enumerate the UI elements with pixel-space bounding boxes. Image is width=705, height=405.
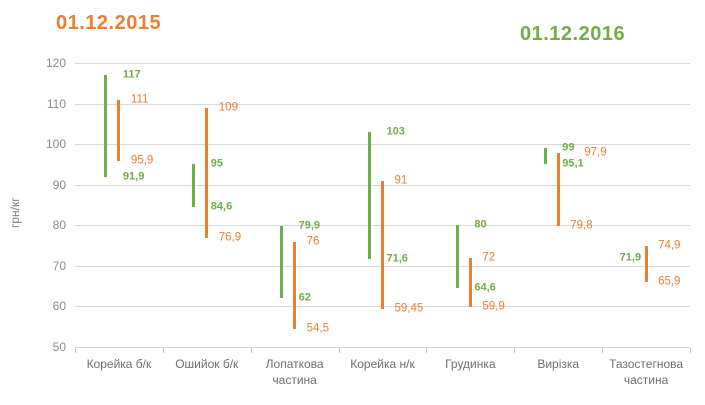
value-label-01-12-2016-low: 84,6	[210, 200, 233, 213]
value-label-01-12-2015-low: 59,45	[394, 301, 424, 314]
range-bar-01-12-2016	[368, 131, 371, 260]
value-label-01-12-2015-low: 79,8	[570, 219, 593, 232]
x-axis-line	[75, 347, 690, 348]
value-label-01-12-2015-low: 59,9	[482, 300, 505, 313]
y-tick-label-50: 50	[52, 340, 66, 354]
value-label-01-12-2016-high: 117	[122, 68, 141, 81]
y-tick-label-90: 90	[52, 177, 66, 192]
range-bar-01-12-2016	[543, 148, 547, 164]
value-label-01-12-2016-high: 80	[474, 218, 487, 231]
value-label-01-12-2015-high: 72	[482, 250, 496, 263]
range-bar-01-12-2015	[205, 107, 209, 238]
category-label: Корейка н/к	[350, 357, 415, 371]
value-label-01-12-2016-high: 103	[386, 125, 405, 138]
range-bar-01-12-2015	[644, 245, 648, 283]
series-title-2016: 01.12.2016	[520, 23, 626, 45]
category-label: Вирізка	[537, 357, 580, 371]
range-bar-01-12-2016	[104, 75, 108, 177]
x-axis-tick	[338, 348, 340, 353]
category-label: Лопаткова частина	[265, 357, 324, 388]
value-label-01-12-2015-high: 97,9	[584, 145, 607, 158]
value-label-01-12-2015-high: 111	[130, 92, 149, 105]
y-tick-label-80: 80	[52, 218, 66, 233]
range-bar-01-12-2016	[455, 225, 459, 288]
value-label-01-12-2016-low: 95,1	[562, 157, 584, 170]
value-label-01-12-2016-high: 95	[210, 157, 224, 170]
value-label-01-12-2016-low: 64,6	[474, 281, 496, 294]
y-tick-label-70: 70	[52, 258, 66, 273]
value-label-01-12-2015-high: 91	[394, 173, 408, 186]
range-bar-01-12-2015	[117, 99, 121, 161]
y-tick-label-100: 100	[45, 137, 66, 152]
range-bar-01-12-2015	[556, 152, 560, 227]
range-bar-01-12-2016	[280, 225, 284, 299]
category-label: Корейка б/к	[86, 357, 152, 371]
value-label-01-12-2016-low: 71,6	[386, 252, 408, 265]
y-tick-label-120: 120	[45, 56, 66, 70]
value-label-01-12-2015-low: 54,5	[306, 321, 330, 334]
range-bar-01-12-2015	[293, 241, 297, 329]
x-axis-tick	[250, 348, 252, 353]
value-label-01-12-2015-low: 95,9	[130, 154, 154, 167]
gridline-110	[75, 103, 690, 105]
range-bar-01-12-2015	[468, 257, 472, 307]
x-axis-tick	[514, 348, 516, 353]
y-tick-label-60: 60	[52, 299, 66, 314]
value-label-01-12-2015-high: 109	[218, 100, 238, 113]
value-label-01-12-2016-low: 91,9	[122, 170, 145, 183]
value-label-01-12-2015-low: 65,9	[658, 275, 681, 288]
value-label-01-12-2015-low: 76,9	[218, 231, 242, 244]
range-bar-01-12-2015	[381, 180, 384, 309]
value-label-01-12-2015-high: 74,9	[658, 239, 681, 252]
x-axis-tick	[75, 348, 76, 353]
category-label: Грудинка	[445, 357, 496, 371]
category-label: Тазостегнова частина	[609, 357, 684, 388]
gridline-120	[75, 63, 690, 64]
x-axis-tick	[602, 348, 604, 353]
value-label-01-12-2016-high: 79,9	[298, 219, 321, 232]
x-axis-tick	[426, 348, 428, 353]
range-bar-01-12-2016	[192, 164, 196, 207]
value-label-01-12-2016-high: 99	[562, 141, 575, 154]
y-axis-title: грн/кг	[8, 197, 22, 228]
gridline-100	[75, 144, 690, 146]
value-label-01-12-2016-high: 71,9	[619, 251, 642, 264]
category-label: Ошийок б/к	[175, 357, 239, 371]
series-title-2015: 01.12.2015	[56, 12, 162, 34]
value-label-01-12-2016-low: 62	[298, 291, 311, 304]
value-label-01-12-2015-high: 76	[306, 234, 320, 247]
x-axis-tick	[690, 348, 691, 353]
y-tick-label-110: 110	[46, 96, 66, 111]
x-axis-tick	[162, 348, 164, 353]
